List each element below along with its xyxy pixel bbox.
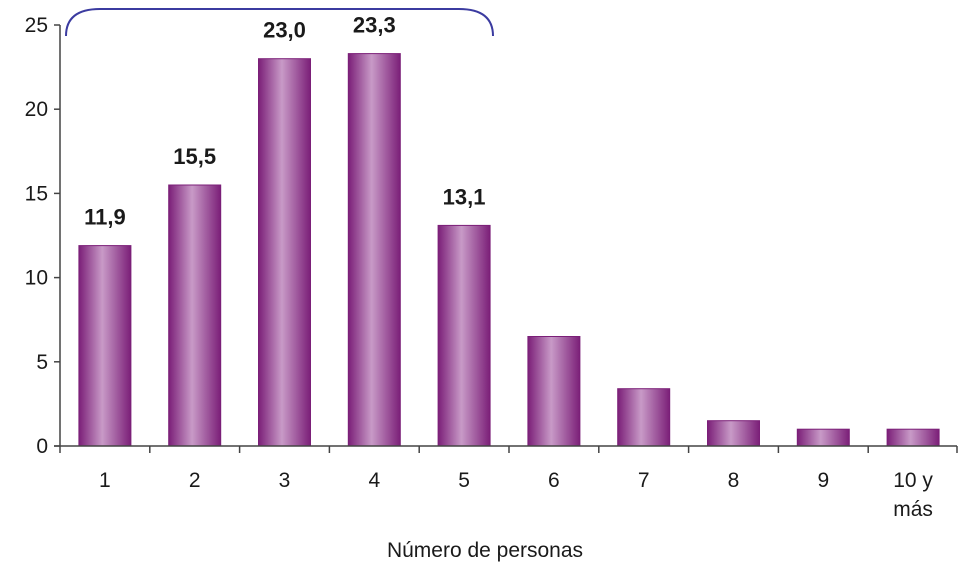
y-tick-label-0: 0 xyxy=(36,435,48,458)
y-tick-label-25: 25 xyxy=(25,14,48,37)
x-tick-label-5: 5 xyxy=(458,469,470,492)
x-tick-label-10-line-2: más xyxy=(893,498,933,521)
data-label-4: 23,3 xyxy=(353,13,396,38)
x-axis-title: Número de personas xyxy=(387,539,583,562)
x-tick-label-4: 4 xyxy=(368,469,380,492)
x-tick-label-2: 2 xyxy=(189,469,201,492)
y-tick-label-10: 10 xyxy=(25,267,48,290)
labels-layer: 11,9 15,5 23,0 23,3 13,1 0 5 10 15 20 25 1 2 3 4 5 6 7 8 9 1… xyxy=(25,13,934,521)
data-label-5: 13,1 xyxy=(443,184,486,209)
data-label-1: 11,9 xyxy=(84,205,126,230)
y-tick-label-15: 15 xyxy=(25,182,48,205)
bar-4 xyxy=(347,53,401,447)
x-tick-label-8: 8 xyxy=(728,469,740,492)
bar-5 xyxy=(437,224,491,447)
y-tick-label-20: 20 xyxy=(25,98,48,121)
x-tick-label-1: 1 xyxy=(99,469,111,492)
grouping-bracket-layer xyxy=(65,8,494,37)
axes-layer xyxy=(54,24,958,453)
bar-8 xyxy=(707,420,760,447)
x-tick-label-10: 10 y xyxy=(893,469,933,492)
x-tick-label-3: 3 xyxy=(279,469,291,492)
x-tick-label-6: 6 xyxy=(548,469,560,492)
bar-1 xyxy=(78,245,132,447)
bar-9 xyxy=(796,428,850,447)
bars-layer xyxy=(78,53,940,447)
grouping-bracket xyxy=(65,8,494,37)
bar-7 xyxy=(617,388,671,447)
x-tick-label-9: 9 xyxy=(817,469,829,492)
x-tick-label-7: 7 xyxy=(638,469,650,492)
y-tick-label-5: 5 xyxy=(36,351,48,374)
data-label-3: 23,0 xyxy=(263,18,306,43)
bar-6 xyxy=(527,336,581,447)
data-label-2: 15,5 xyxy=(173,144,216,169)
bar-2 xyxy=(168,184,222,447)
bar-3 xyxy=(258,58,311,447)
bar-10 xyxy=(886,428,940,447)
